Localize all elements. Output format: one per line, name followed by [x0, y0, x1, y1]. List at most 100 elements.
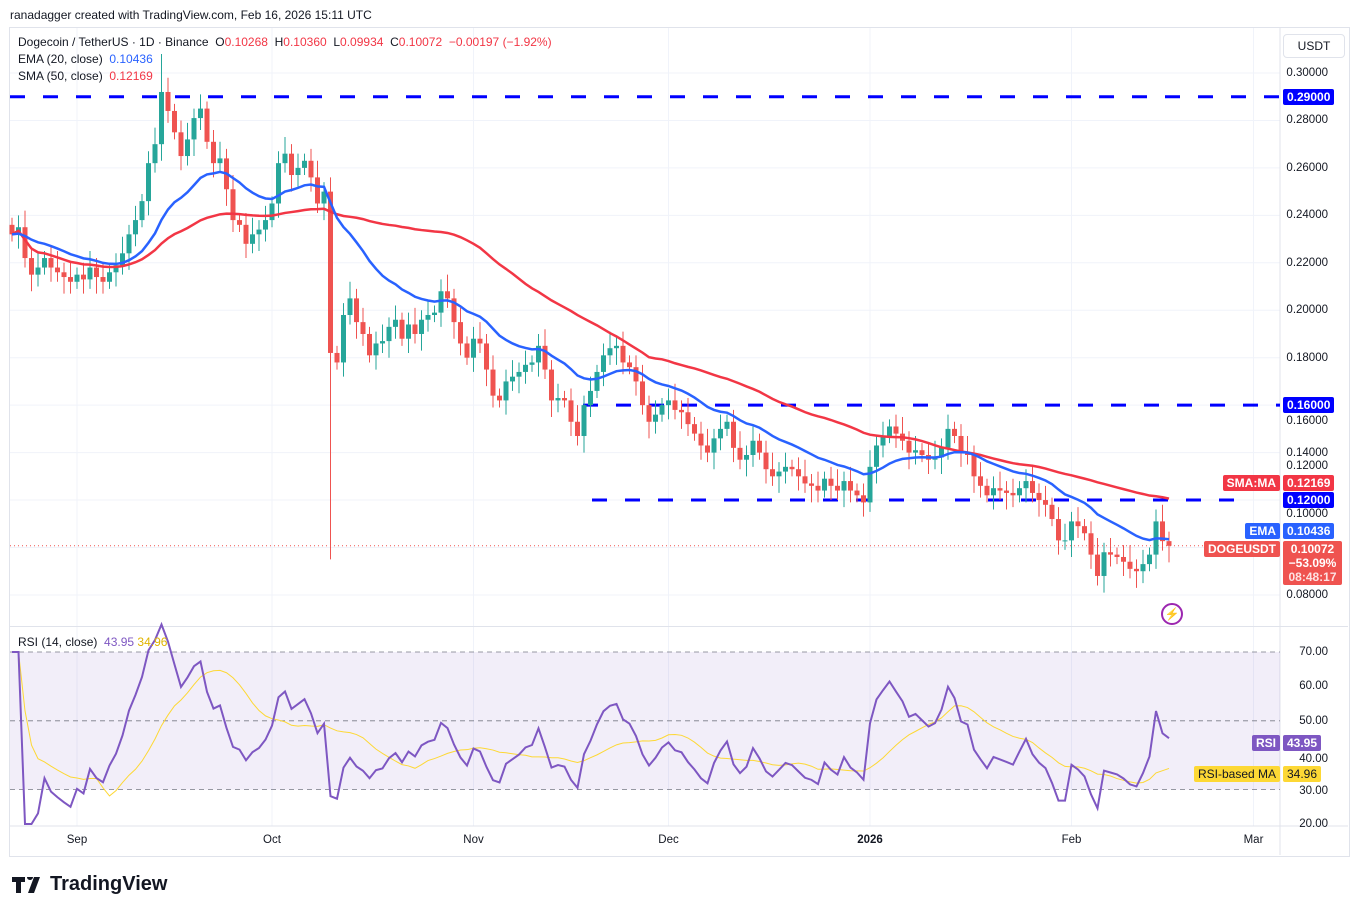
lightning-icon[interactable]: ⚡ [1161, 603, 1183, 625]
rsi-axis-label: 40.00 [1299, 753, 1328, 765]
candle-body [165, 91, 171, 111]
price-axis-label: 0.26000 [1286, 161, 1328, 174]
price-axis-label: 0.28000 [1286, 114, 1328, 127]
candle-body [29, 258, 34, 275]
candle-body [640, 381, 645, 406]
candle-body [1140, 564, 1146, 572]
candle-body [841, 481, 847, 491]
candle-body [555, 398, 561, 401]
candle-body [653, 414, 658, 422]
candle-body [347, 298, 353, 315]
candle-body [802, 476, 808, 484]
candle-body [1030, 481, 1035, 493]
candle-body [412, 324, 418, 334]
chart-frame[interactable] [9, 27, 1350, 857]
candle-body [1166, 541, 1172, 546]
time-axis-label: Dec [658, 834, 679, 846]
candle-body [523, 364, 528, 372]
candle-body [406, 324, 411, 339]
candle-body [230, 189, 236, 221]
candle-body [568, 400, 574, 422]
candle-body [35, 267, 41, 275]
level-tag-016: 0.16000 [1283, 397, 1335, 413]
candle-body [1088, 533, 1094, 555]
candle-body [159, 91, 164, 145]
candle-body [581, 405, 587, 436]
candle-body [659, 405, 665, 415]
candle-body [1147, 554, 1152, 565]
candle-body [484, 343, 489, 370]
candle-body [750, 440, 756, 455]
level-tag-012: 0.12000 [1283, 492, 1335, 508]
candle-body [542, 345, 548, 370]
price-axis-label: 0.22000 [1286, 256, 1328, 269]
rsi-legend[interactable]: RSI (14, close) 43.95 34.96 [18, 635, 168, 649]
candle-body [458, 322, 463, 344]
candle-body [679, 409, 684, 413]
ema-legend[interactable]: EMA (20, close) 0.10436 [18, 52, 153, 66]
candle-body [796, 469, 801, 477]
candle-body [978, 476, 983, 486]
candle-body [549, 369, 554, 401]
candle-body [848, 481, 853, 491]
ema-line [11, 170, 1170, 542]
candle-body [919, 450, 925, 455]
candle-body [575, 421, 580, 436]
candle-body [906, 440, 912, 453]
candle-body [1160, 521, 1165, 542]
price-axis-label: 0.16000 [1286, 415, 1328, 427]
candle-body [172, 110, 177, 133]
candle-body [22, 227, 28, 259]
candle-body [620, 345, 626, 363]
candle-body [217, 158, 223, 164]
candle-body [61, 272, 67, 278]
candle-body [984, 485, 990, 496]
sma-line [11, 207, 1170, 500]
sma-legend[interactable]: SMA (50, close) 0.12169 [18, 69, 153, 83]
candle-body [783, 466, 788, 472]
candle-body [289, 153, 294, 176]
candle-body [107, 272, 112, 282]
candle-body [497, 395, 502, 401]
candle-body [204, 108, 210, 142]
candle-body [256, 229, 262, 235]
candle-body [692, 424, 697, 434]
price-axis-label: 0.08000 [1286, 588, 1328, 601]
candle-body [731, 421, 736, 448]
tv-logo-icon [12, 876, 40, 893]
high-value: 0.10360 [283, 35, 327, 49]
candle-body [562, 398, 567, 401]
candle-body [445, 291, 450, 299]
candle-body [399, 319, 405, 339]
currency-button[interactable]: USDT [1283, 34, 1345, 58]
candle-body [334, 352, 340, 363]
candle-body [1062, 540, 1068, 542]
tradingview-logo[interactable]: TradingView [12, 873, 167, 896]
candle-body [48, 258, 54, 268]
candle-body [971, 454, 977, 477]
candle-body [81, 274, 86, 280]
rsi-axis-label: 20.00 [1299, 818, 1328, 830]
candle-body [1095, 554, 1100, 576]
candle-body [198, 108, 203, 119]
candle-body [737, 447, 743, 460]
candle-body [503, 381, 509, 401]
candle-body [464, 343, 470, 358]
candle-body [152, 144, 158, 164]
symbol-price-tag: 0.10072 −53.09% 08:48:17 [1283, 541, 1342, 585]
bar-countdown: 08:48:17 [1288, 570, 1337, 584]
candle-body [87, 267, 93, 280]
candle-body [191, 118, 197, 140]
candle-body [939, 447, 944, 458]
candle-body [854, 490, 860, 496]
candle-body [269, 203, 275, 221]
candle-body [633, 367, 639, 382]
candle-body [341, 314, 346, 363]
candle-body [308, 160, 314, 178]
symbol-legend[interactable]: Dogecoin / TetherUS · 1D · Binance O0.10… [18, 35, 552, 49]
candle-body [594, 371, 600, 391]
candle-body [373, 343, 379, 356]
candle-body [997, 488, 1003, 491]
candle-body [328, 191, 333, 353]
